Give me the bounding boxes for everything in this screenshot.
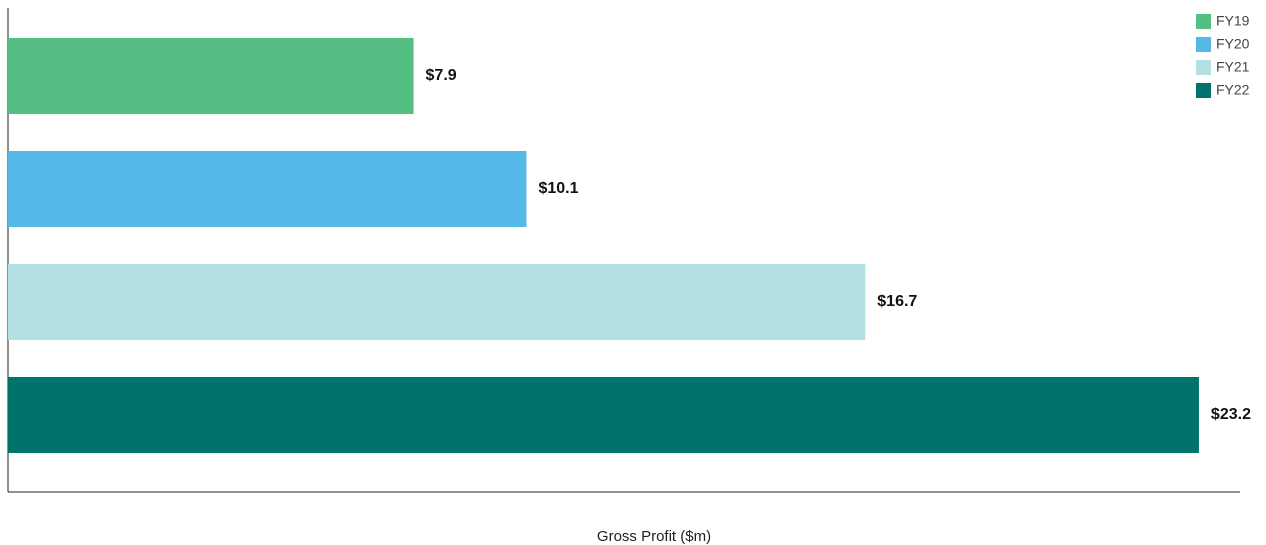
legend-label: FY21 [1216,59,1250,75]
value-label: $23.2 [1211,406,1251,423]
value-label: $16.7 [877,293,917,310]
legend-swatch [1196,83,1211,98]
legend-label: FY20 [1216,36,1250,52]
bar [8,38,414,114]
legend-swatch [1196,37,1211,52]
value-label: $10.1 [538,180,578,197]
bar [8,151,527,227]
legend-label: FY22 [1216,82,1250,98]
x-axis-label: Gross Profit ($m) [597,528,711,545]
value-label: $7.9 [426,67,457,84]
legend-swatch [1196,60,1211,75]
legend-swatch [1196,14,1211,29]
legend-label: FY19 [1216,13,1250,29]
bar [8,377,1199,453]
bar [8,264,866,340]
